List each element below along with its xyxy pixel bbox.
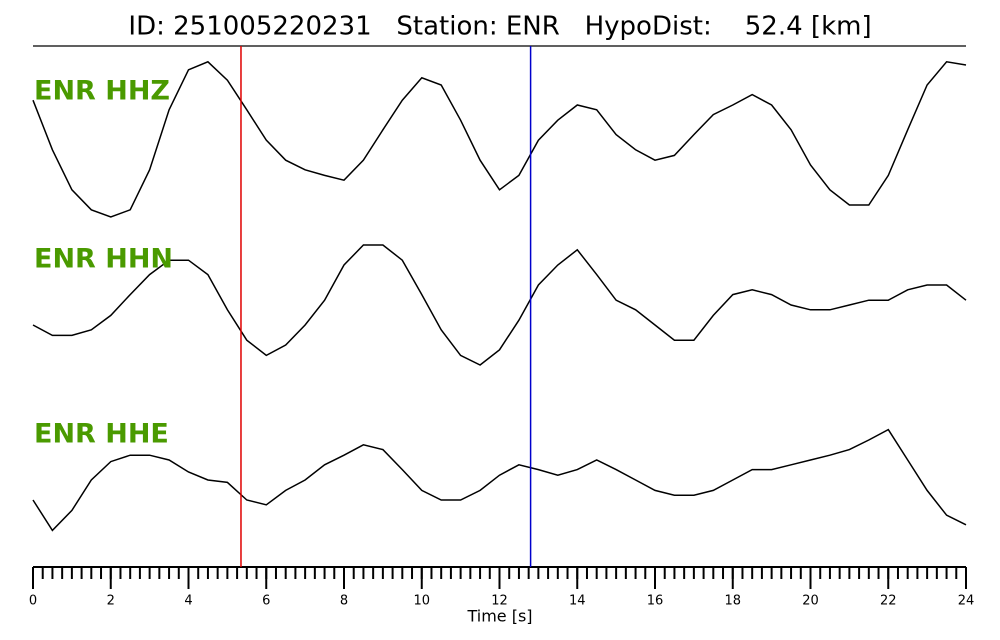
x-tick-label: 10	[413, 594, 430, 609]
trace-label: ENR HHN	[34, 244, 173, 275]
x-tick-label: 22	[880, 594, 897, 609]
x-tick-label: 2	[107, 594, 115, 609]
x-tick-label: 4	[184, 594, 192, 609]
trace-label: ENR HHZ	[34, 76, 170, 107]
x-tick-label: 14	[569, 594, 586, 609]
trace	[32, 60, 967, 218]
x-tick-label: 16	[647, 594, 664, 609]
x-tick-label: 6	[262, 594, 270, 609]
x-tick-label: 0	[29, 594, 37, 609]
x-tick-label: 18	[724, 594, 741, 609]
x-tick-label: 20	[802, 594, 819, 609]
x-axis-label: Time [s]	[466, 607, 532, 626]
x-tick-label: 12	[491, 594, 508, 609]
trace	[32, 428, 967, 532]
trace	[32, 244, 967, 366]
trace-label: ENR HHE	[34, 419, 169, 450]
chart-title: ID: 251005220231 Station: ENR HypoDist: …	[128, 12, 871, 42]
x-tick-label: 8	[340, 594, 348, 609]
x-tick-label: 24	[958, 594, 975, 609]
